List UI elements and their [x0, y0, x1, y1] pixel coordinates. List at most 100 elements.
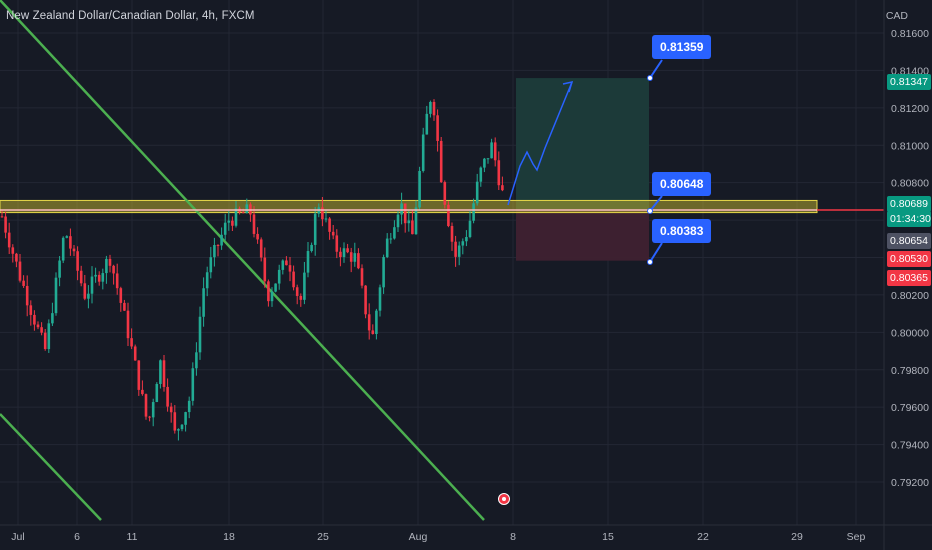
candle-body	[180, 424, 184, 430]
entry-callout[interactable]: 0.80648	[652, 172, 712, 196]
candle-body	[29, 305, 33, 315]
candle-body	[115, 273, 119, 289]
candle-body	[479, 167, 483, 182]
callout-pointer	[649, 59, 663, 79]
candle-body	[40, 327, 43, 333]
price-tag-entry-low: 0.80530	[887, 251, 931, 267]
candle-body	[310, 244, 313, 252]
candle-body	[123, 302, 126, 311]
candle-body	[421, 134, 425, 171]
x-tick-label: 15	[602, 531, 614, 543]
candle-body	[184, 412, 187, 425]
candle-body	[151, 402, 155, 418]
y-tick-label: 0.80200	[891, 290, 929, 302]
candle-body	[256, 233, 259, 240]
candle-body	[418, 170, 421, 208]
candle-body	[360, 268, 364, 286]
candle-body	[490, 142, 493, 159]
x-tick-label: 8	[510, 531, 516, 543]
callout-pointer	[649, 195, 663, 212]
chart-title: New Zealand Dollar/Canadian Dollar, 4h, …	[6, 10, 255, 22]
candle-body	[411, 220, 414, 235]
candle-body	[486, 158, 490, 160]
y-tick-label: 0.79800	[891, 365, 929, 377]
candle-body	[76, 251, 79, 271]
candle-body	[220, 234, 223, 246]
candle-body	[389, 238, 393, 240]
candle-body	[493, 142, 497, 161]
candle-body	[18, 261, 22, 281]
candle-body	[51, 313, 54, 324]
candle-body	[173, 412, 177, 431]
candle-body	[94, 274, 97, 277]
candle-body	[36, 324, 40, 328]
y-tick-label: 0.80800	[891, 178, 929, 190]
callout-pointer	[649, 242, 663, 263]
candle-body	[58, 260, 61, 278]
candle-body	[371, 330, 375, 335]
y-tick-label: 0.79400	[891, 440, 929, 452]
candle-body	[335, 235, 339, 252]
candle-body	[159, 360, 162, 384]
candle-body	[209, 257, 213, 273]
callout-anchor	[647, 208, 653, 214]
candle-body	[33, 314, 36, 325]
candle-body	[346, 248, 349, 253]
candle-body	[447, 204, 450, 227]
candle-body	[382, 257, 385, 288]
x-tick-label: Sep	[847, 531, 866, 543]
candle-body	[227, 220, 231, 223]
candle-body	[4, 216, 7, 233]
candle-body	[501, 185, 504, 191]
candle-body	[461, 241, 465, 246]
candle-body	[465, 237, 468, 242]
trendline-upper	[0, 0, 485, 521]
candle-body	[400, 203, 403, 215]
candle-body	[378, 287, 382, 311]
target-callout[interactable]: 0.81359	[652, 35, 712, 59]
trendline-lower	[0, 413, 102, 521]
candle-body	[43, 332, 47, 350]
candle-body	[83, 283, 87, 299]
candle-body	[216, 245, 220, 247]
candle-body	[141, 389, 144, 395]
stop-callout[interactable]: 0.80383	[652, 219, 712, 243]
candle-body	[306, 251, 310, 273]
economic-event-icon[interactable]	[498, 493, 510, 505]
candle-body	[393, 227, 396, 239]
candle-body	[15, 253, 18, 262]
price-tag-countdown: 01:34:30	[887, 211, 931, 227]
candle-body	[313, 213, 317, 245]
candle-body	[299, 295, 303, 300]
candle-body	[65, 236, 69, 238]
candle-body	[472, 203, 475, 221]
candle-body	[61, 237, 65, 261]
x-tick-label: 6	[74, 531, 80, 543]
target-zone	[516, 78, 649, 212]
candle-body	[198, 316, 202, 353]
candle-body	[303, 272, 306, 300]
candle-body	[436, 115, 439, 141]
candle-body	[367, 314, 371, 331]
candle-body	[72, 248, 76, 252]
candle-body	[187, 400, 191, 413]
candle-body	[79, 270, 83, 284]
candle-body	[223, 222, 227, 235]
candle-body	[234, 208, 238, 226]
candle-body	[97, 274, 101, 282]
candle-body	[191, 368, 195, 401]
candle-body	[288, 265, 292, 272]
y-tick-label: 0.80000	[891, 327, 929, 339]
candle-body	[414, 207, 418, 235]
candle-body	[324, 218, 328, 220]
candle-body	[90, 276, 94, 294]
candle-body	[349, 252, 353, 262]
candle-body	[169, 406, 173, 413]
candle-body	[454, 241, 457, 257]
candle-body	[148, 416, 151, 418]
price-tag-bid: 0.80689	[887, 196, 931, 212]
candle-body	[483, 158, 486, 168]
candle-body	[443, 182, 447, 205]
